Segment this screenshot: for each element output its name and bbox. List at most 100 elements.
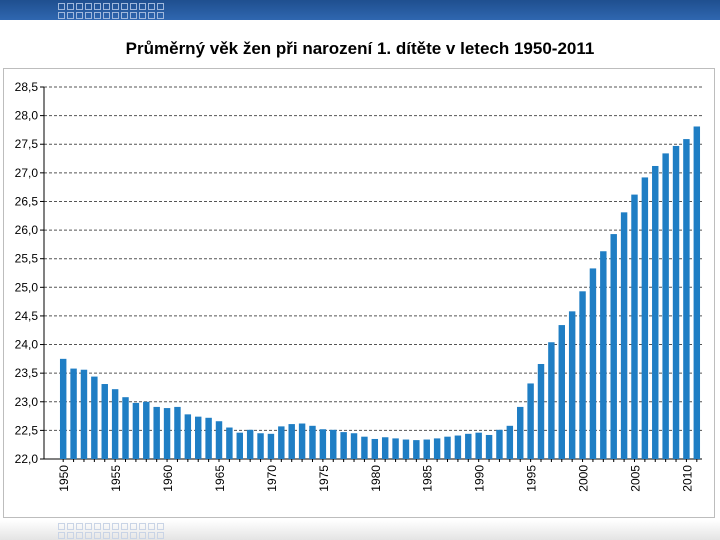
bar (465, 433, 472, 459)
x-tick-label: 2000 (577, 465, 591, 492)
bar (496, 429, 503, 459)
bar (246, 429, 254, 459)
band-square (130, 523, 137, 530)
band-square (76, 12, 83, 19)
x-tick-label: 1960 (161, 465, 175, 492)
band-square (121, 3, 128, 10)
band-square (85, 12, 92, 19)
bar (174, 406, 181, 459)
band-square (112, 3, 119, 10)
band-square (103, 523, 110, 530)
bar (91, 376, 98, 459)
bar (184, 414, 192, 459)
bar (392, 438, 399, 459)
x-tick-label: 1975 (317, 465, 331, 492)
y-tick-label: 23,5 (15, 366, 39, 380)
x-tick-label: 1955 (109, 465, 123, 492)
bar (506, 425, 514, 459)
bar (652, 165, 659, 459)
bar (153, 406, 160, 459)
chart-title: Průměrný věk žen při narození 1. dítěte … (125, 39, 595, 58)
bar (80, 369, 88, 459)
band-square (85, 523, 92, 530)
band-square (76, 3, 83, 10)
band-square (121, 12, 128, 19)
bar (433, 438, 441, 459)
bar (475, 432, 482, 459)
band-square (58, 3, 65, 10)
bar (579, 291, 586, 459)
bar (298, 423, 306, 459)
bar (548, 342, 555, 459)
bar (226, 427, 233, 459)
bar (620, 212, 628, 459)
band-square (148, 3, 155, 10)
band-square (76, 532, 83, 539)
band-square (121, 523, 128, 530)
x-tick-label: 2010 (680, 465, 694, 492)
bar (610, 234, 617, 459)
bar (267, 433, 275, 459)
x-tick-label: 1990 (473, 465, 487, 492)
y-tick-label: 23,0 (15, 395, 39, 409)
bar (163, 408, 171, 459)
bar (454, 435, 462, 459)
band-square (112, 523, 119, 530)
band-square (85, 532, 92, 539)
bar (423, 439, 430, 459)
band-square (67, 532, 74, 539)
band-square (130, 3, 137, 10)
bar (70, 368, 77, 459)
bar (672, 145, 680, 459)
x-tick-label: 1995 (525, 465, 539, 492)
chart-frame (3, 68, 715, 518)
band-square (157, 532, 164, 539)
y-tick-label: 24,5 (15, 309, 39, 323)
band-square (94, 12, 101, 19)
band-square (157, 3, 164, 10)
bar (278, 426, 285, 459)
y-tick-label: 25,5 (15, 252, 39, 266)
bar (537, 363, 545, 459)
bar (683, 139, 690, 459)
bar (111, 389, 119, 459)
bar (215, 421, 223, 459)
bar (413, 440, 420, 459)
band-square (112, 532, 119, 539)
bar (589, 268, 597, 459)
band-square (148, 12, 155, 19)
bar (236, 432, 243, 459)
bar (485, 434, 493, 459)
band-square (94, 532, 101, 539)
bar (402, 439, 410, 459)
bar (195, 416, 202, 459)
bar (340, 432, 347, 459)
bar (309, 425, 316, 459)
band-square (85, 3, 92, 10)
band-square (157, 523, 164, 530)
footer-band (0, 520, 720, 540)
bar (568, 311, 576, 459)
bar (371, 438, 379, 459)
band-square (103, 532, 110, 539)
bar (350, 433, 358, 459)
band-square (67, 12, 74, 19)
y-tick-label: 28,0 (15, 109, 39, 123)
bar (444, 436, 451, 459)
band-square (139, 532, 146, 539)
bar (527, 383, 534, 459)
band-square (58, 12, 65, 19)
band-square (121, 532, 128, 539)
x-tick-label: 1985 (421, 465, 435, 492)
bar (132, 402, 140, 459)
bar (319, 429, 327, 459)
band-square (139, 12, 146, 19)
x-tick-label: 1950 (57, 465, 71, 492)
band-square (139, 523, 146, 530)
header-band (0, 0, 720, 20)
bar (517, 406, 524, 459)
x-tick-label: 1970 (265, 465, 279, 492)
bar (59, 358, 67, 459)
band-square (103, 12, 110, 19)
